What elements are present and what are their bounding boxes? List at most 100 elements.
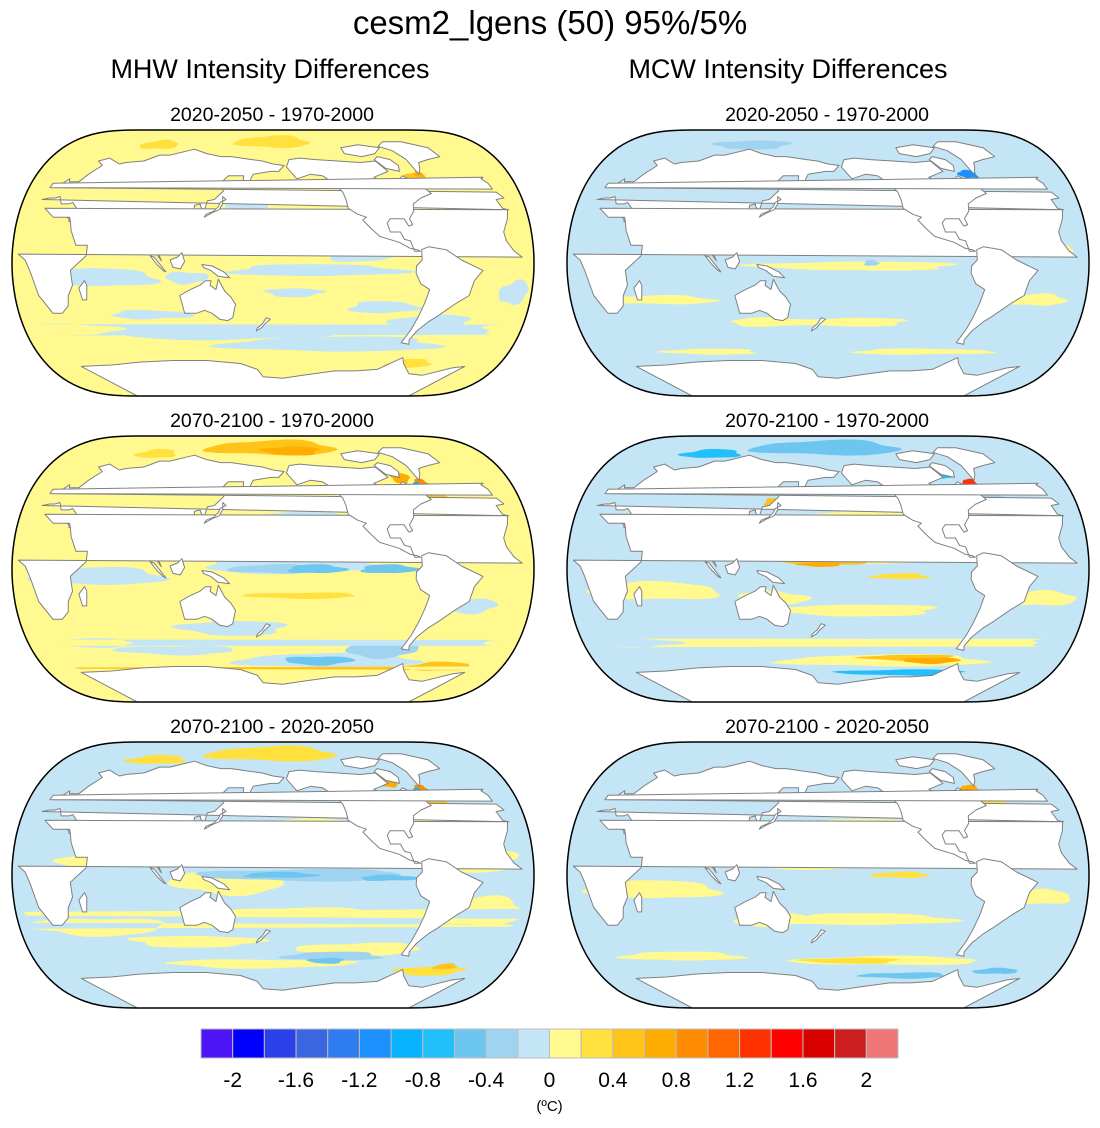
land-borneo: [724, 252, 741, 270]
colorbar-tick-label: -0.4: [468, 1069, 505, 1092]
anomaly-contour: [164, 271, 209, 285]
colorbar-box: [263, 1028, 297, 1059]
mcw-column-title: MCW Intensity Differences: [628, 54, 948, 84]
anomaly-contour: [241, 592, 356, 599]
colorbar-tick-label: 0.4: [598, 1069, 628, 1092]
colorbar-tick-label: -0.8: [405, 1069, 441, 1092]
land-baffin: [373, 462, 400, 478]
panel-title: 2070-2100 - 1970-2000: [725, 410, 929, 432]
land-arcticislands: [895, 450, 935, 464]
colorbar-box: [802, 1028, 836, 1059]
land-borneo: [169, 558, 186, 576]
colorbar-box: [675, 1028, 709, 1059]
land-borneo: [724, 864, 741, 882]
panel-title: 2070-2100 - 2020-2050: [725, 716, 929, 738]
land-madagascar: [633, 892, 643, 913]
land-baffin: [928, 462, 955, 478]
anomaly-contour: [122, 754, 186, 764]
anomaly-contour: [139, 139, 179, 149]
colorbar-tick-label: -1.6: [278, 1069, 314, 1092]
anomaly-contour: [202, 745, 338, 762]
anomaly-contour: [849, 348, 997, 355]
colorbar-box: [232, 1028, 265, 1059]
anomaly-contour: [126, 935, 271, 948]
anomaly-contour: [242, 871, 321, 878]
map-panel: [11, 129, 535, 397]
land-samerica: [400, 858, 484, 957]
anomaly-contour: [831, 669, 966, 676]
colorbar-box: [200, 1028, 234, 1059]
land-arcticislands: [340, 450, 380, 464]
panel-title: 2020-2050 - 1970-2000: [170, 104, 374, 126]
colorbar-box: [422, 1028, 455, 1059]
land-antarctica: [80, 357, 466, 396]
land-arcticislands: [895, 756, 935, 770]
map-border: [11, 129, 535, 397]
land-japan: [758, 502, 782, 524]
map-border: [566, 435, 1090, 703]
anomaly-contour: [730, 317, 826, 327]
land-newguinea: [201, 264, 231, 279]
panel-title: 2020-2050 - 1970-2000: [725, 104, 929, 126]
land-arcticislands: [340, 144, 380, 158]
colorbar-box: [580, 1028, 614, 1059]
land-australia: [734, 584, 791, 628]
anomaly-contour: [738, 261, 959, 271]
colorbar-box: [295, 1028, 329, 1059]
land-japan: [203, 196, 227, 218]
land-madagascar: [78, 280, 88, 301]
land-greenland: [377, 447, 441, 481]
anomaly-contour: [263, 288, 327, 298]
colorbar-box: [865, 1028, 899, 1059]
land-uk: [604, 482, 1048, 496]
land-nz: [810, 317, 826, 332]
land-nz: [255, 317, 271, 332]
colorbar-units: (ºC): [536, 1098, 562, 1115]
land-greenland: [377, 141, 441, 175]
anomaly-contour: [133, 448, 176, 458]
colorbar-tick-label: -1.2: [341, 1069, 377, 1092]
panel-title: 2070-2100 - 1970-2000: [170, 410, 374, 432]
land-baffin: [373, 156, 400, 172]
colorbar-tick-label: 0.8: [662, 1069, 691, 1092]
land-sumatra: [149, 255, 167, 273]
anomaly-contour: [359, 564, 423, 574]
land-japan: [203, 502, 227, 524]
anomaly-contour: [284, 656, 356, 666]
land-madagascar: [78, 892, 88, 913]
anomaly-contour: [431, 963, 458, 970]
colorbar-box: [644, 1028, 677, 1059]
colorbar-tick-label: 1.2: [725, 1069, 754, 1092]
colorbar-box: [327, 1028, 360, 1059]
anomaly-contour: [207, 336, 447, 352]
anomaly-contour: [170, 620, 288, 636]
land-greenland: [932, 753, 996, 787]
anomaly-contour: [795, 562, 843, 567]
colorbar: -2 -1.6 -1.2 -0.8 -0.4 0 0.4 0.8 1.2 1.6 2 (ºC): [200, 1028, 899, 1115]
map-panel: [11, 435, 535, 703]
land-newguinea: [756, 264, 786, 279]
colorbar-box: [834, 1028, 867, 1059]
land-madagascar: [78, 586, 88, 607]
anomaly-contour: [614, 951, 749, 961]
land-antarctica: [80, 969, 466, 1008]
anomaly-contour: [30, 918, 514, 937]
land-nz: [255, 929, 271, 944]
land-samerica: [955, 858, 1039, 957]
anomaly-contour: [903, 657, 961, 665]
land-samerica: [400, 552, 484, 651]
anomaly-contour: [864, 259, 880, 266]
land-greenland: [932, 141, 996, 175]
map-panel: [566, 435, 1090, 703]
land-sumatra: [704, 867, 722, 885]
land-uk: [604, 788, 1048, 802]
land-namerica: [840, 769, 987, 864]
land-greenland: [932, 447, 996, 481]
anomaly-contour: [259, 446, 320, 456]
map-panel: [11, 741, 535, 1009]
land-australia: [179, 890, 236, 934]
anomaly-contour: [972, 967, 1018, 974]
land-sumatra: [704, 561, 722, 579]
land-sumatra: [149, 561, 167, 579]
land-samerica: [955, 552, 1039, 651]
